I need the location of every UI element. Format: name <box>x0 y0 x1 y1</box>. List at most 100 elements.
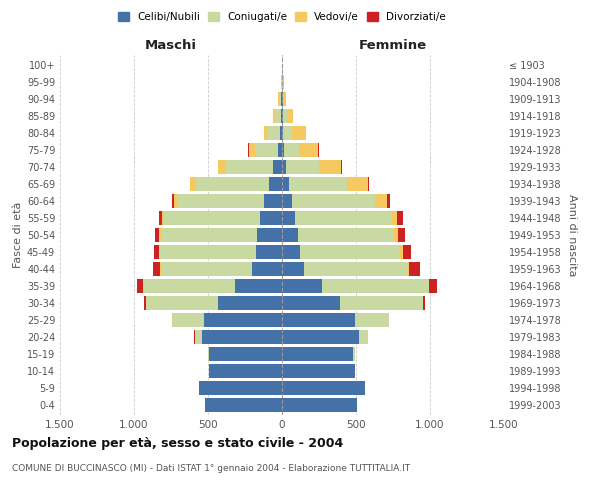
Bar <box>256 245 282 259</box>
Bar <box>282 381 365 395</box>
Bar <box>264 194 282 208</box>
Bar <box>281 92 282 106</box>
Bar <box>282 194 292 208</box>
Bar <box>154 245 159 259</box>
Bar <box>282 398 358 412</box>
Bar <box>144 296 146 310</box>
Bar <box>209 347 282 361</box>
Bar <box>160 262 161 276</box>
Bar <box>281 75 282 89</box>
Bar <box>375 194 387 208</box>
Bar <box>347 177 368 191</box>
Bar <box>408 262 409 276</box>
Bar <box>202 330 282 344</box>
Bar <box>257 228 282 242</box>
Bar <box>403 245 411 259</box>
Text: Femmine: Femmine <box>359 40 427 52</box>
Bar <box>235 279 282 293</box>
Bar <box>199 381 282 395</box>
Bar <box>341 160 342 174</box>
Bar <box>203 313 282 327</box>
Bar <box>205 398 282 412</box>
Bar <box>398 228 405 242</box>
Bar <box>322 279 428 293</box>
Y-axis label: Anni di nascita: Anni di nascita <box>567 194 577 276</box>
Bar <box>368 177 370 191</box>
Text: Popolazione per età, sesso e stato civile - 2004: Popolazione per età, sesso e stato civil… <box>12 438 343 450</box>
Bar <box>282 211 295 225</box>
Bar <box>280 126 282 140</box>
Bar <box>282 160 286 174</box>
Bar <box>295 211 392 225</box>
Bar <box>279 92 281 106</box>
Y-axis label: Fasce di età: Fasce di età <box>13 202 23 268</box>
Bar <box>160 245 256 259</box>
Text: COMUNE DI BUCCINASCO (MI) - Dati ISTAT 1° gennaio 2004 - Elaborazione TUTTITALIA: COMUNE DI BUCCINASCO (MI) - Dati ISTAT 1… <box>12 464 410 473</box>
Bar <box>282 177 289 191</box>
Bar <box>209 364 282 378</box>
Bar <box>164 211 260 225</box>
Bar <box>286 160 319 174</box>
Bar <box>298 228 394 242</box>
Bar <box>275 109 281 123</box>
Bar <box>284 92 286 106</box>
Bar <box>318 143 319 157</box>
Bar <box>159 211 162 225</box>
Bar <box>397 211 403 225</box>
Bar <box>159 245 160 259</box>
Bar <box>392 211 397 225</box>
Legend: Celibi/Nubili, Coniugati/e, Vedovi/e, Divorziati/e: Celibi/Nubili, Coniugati/e, Vedovi/e, Di… <box>116 10 448 24</box>
Bar <box>152 262 160 276</box>
Bar <box>304 262 408 276</box>
Bar <box>282 75 283 89</box>
Bar <box>292 126 305 140</box>
Bar <box>282 143 284 157</box>
Bar <box>282 330 359 344</box>
Bar <box>283 109 287 123</box>
Bar <box>394 228 398 242</box>
Bar <box>273 160 282 174</box>
Bar <box>409 262 419 276</box>
Bar <box>292 194 375 208</box>
Bar <box>172 313 203 327</box>
Bar <box>268 126 280 140</box>
Bar <box>253 262 282 276</box>
Bar <box>355 313 389 327</box>
Bar <box>282 262 304 276</box>
Bar <box>137 279 143 293</box>
Bar <box>282 92 283 106</box>
Bar <box>428 279 429 293</box>
Bar <box>146 296 218 310</box>
Bar <box>319 160 341 174</box>
Bar <box>287 109 293 123</box>
Bar <box>263 126 268 140</box>
Bar <box>269 177 282 191</box>
Bar <box>218 296 282 310</box>
Bar <box>273 109 275 123</box>
Bar <box>429 279 437 293</box>
Bar <box>283 126 292 140</box>
Bar <box>249 143 254 157</box>
Bar <box>282 228 298 242</box>
Bar <box>160 228 161 242</box>
Bar <box>282 347 353 361</box>
Bar <box>300 245 400 259</box>
Bar <box>260 211 282 225</box>
Bar <box>190 177 196 191</box>
Bar <box>340 296 422 310</box>
Bar <box>400 245 403 259</box>
Bar <box>194 330 202 344</box>
Bar <box>282 245 300 259</box>
Bar <box>172 194 174 208</box>
Bar <box>161 262 253 276</box>
Bar <box>278 143 282 157</box>
Bar <box>282 109 283 123</box>
Text: Maschi: Maschi <box>145 40 197 52</box>
Bar <box>161 228 257 242</box>
Bar <box>284 143 299 157</box>
Bar <box>283 92 284 106</box>
Bar <box>282 296 340 310</box>
Bar <box>282 313 355 327</box>
Bar <box>155 228 160 242</box>
Bar <box>282 126 283 140</box>
